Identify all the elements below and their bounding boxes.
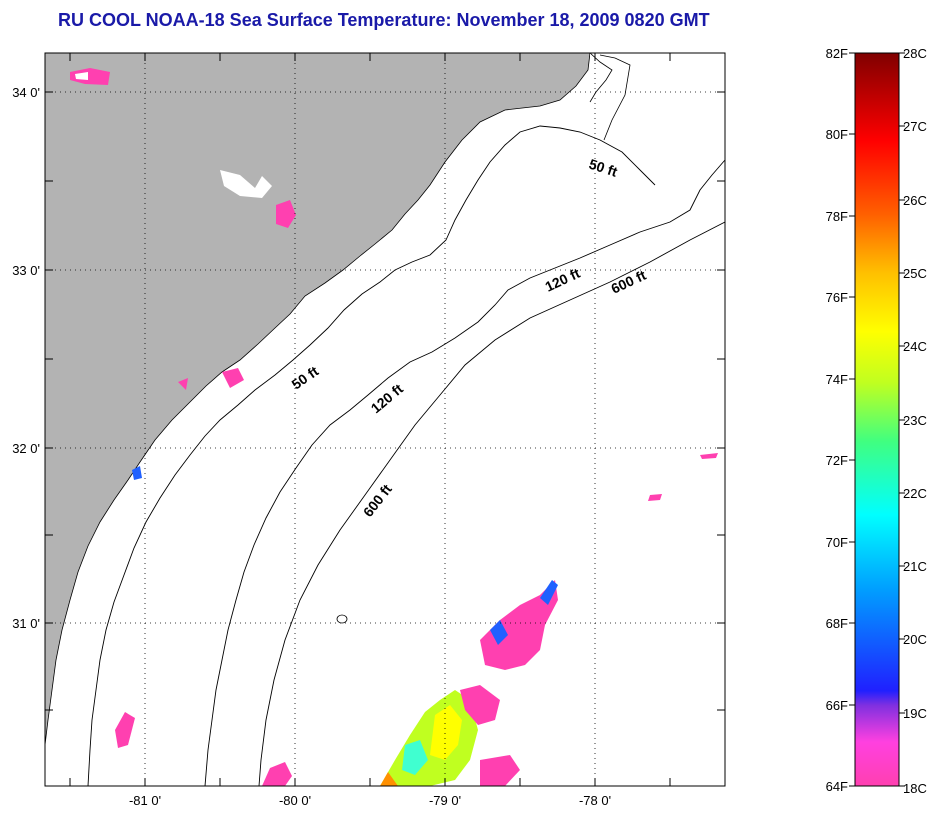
lat-label-31: 31 0' — [12, 616, 40, 631]
cb-f-82: 82F — [826, 46, 848, 61]
lon-label-79: -79 0' — [429, 793, 461, 808]
graticule — [45, 53, 725, 786]
cb-f-74: 74F — [826, 372, 848, 387]
cb-c-26: 26C — [903, 193, 927, 208]
cb-c-28: 28C — [903, 46, 927, 61]
map-panel: 50 ft 120 ft 600 ft 50 ft 120 ft 600 ft … — [12, 52, 726, 808]
cb-f-68: 68F — [826, 616, 848, 631]
map-title: RU COOL NOAA-18 Sea Surface Temperature:… — [58, 10, 710, 30]
colorbar-ticks — [849, 52, 905, 787]
contour-50ft — [87, 125, 656, 786]
cb-f-64: 64F — [826, 779, 848, 794]
cb-c-21: 21C — [903, 559, 927, 574]
cb-c-27: 27C — [903, 119, 927, 134]
lon-label-80: -80 0' — [279, 793, 311, 808]
cb-f-70: 70F — [826, 535, 848, 550]
lat-label-32: 32 0' — [12, 441, 40, 456]
colorbar-gradient — [854, 52, 900, 787]
seamount-contour — [336, 614, 348, 624]
lon-label-78: -78 0' — [579, 793, 611, 808]
contour-600ft — [258, 221, 725, 786]
colorbar: 82F 80F 78F 76F 74F 72F 70F 68F 66F 64F … — [826, 46, 927, 796]
contour-120ft — [204, 159, 725, 786]
cb-c-25: 25C — [903, 266, 927, 281]
cb-c-18: 18C — [903, 781, 927, 796]
cb-c-23: 23C — [903, 413, 927, 428]
cb-f-72: 72F — [826, 453, 848, 468]
sst-data-patches — [70, 68, 718, 786]
frame-ticks — [45, 53, 725, 786]
cb-c-19: 19C — [903, 706, 927, 721]
lat-label-33: 33 0' — [12, 263, 40, 278]
lat-label-34: 34 0' — [12, 85, 40, 100]
lon-label-81: -81 0' — [129, 793, 161, 808]
cb-f-66: 66F — [826, 698, 848, 713]
cb-f-76: 76F — [826, 290, 848, 305]
cb-c-20: 20C — [903, 632, 927, 647]
barrier-island — [599, 54, 631, 141]
cb-f-80: 80F — [826, 127, 848, 142]
map-frame — [44, 52, 726, 787]
cb-f-78: 78F — [826, 209, 848, 224]
land-mass — [45, 53, 591, 746]
cb-c-22: 22C — [903, 486, 927, 501]
cb-c-24: 24C — [903, 339, 927, 354]
